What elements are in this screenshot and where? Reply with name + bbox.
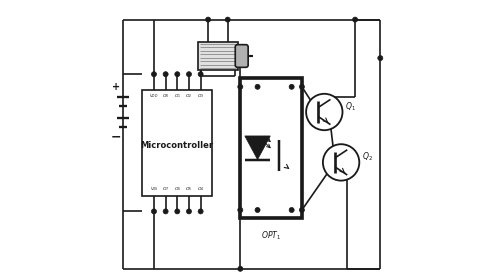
Bar [142, 90, 212, 196]
Circle shape [323, 144, 359, 181]
Circle shape [206, 17, 211, 22]
Circle shape [151, 209, 156, 214]
Circle shape [175, 72, 180, 77]
Circle shape [299, 84, 304, 89]
Circle shape [289, 207, 294, 213]
Text: $O_4$: $O_4$ [197, 186, 204, 193]
Bar [240, 78, 302, 218]
Circle shape [198, 209, 203, 214]
Text: $V_{SS}$: $V_{SS}$ [149, 186, 158, 193]
Circle shape [175, 209, 180, 214]
Circle shape [238, 84, 243, 89]
Circle shape [306, 94, 343, 130]
Circle shape [187, 209, 192, 214]
Circle shape [163, 72, 168, 77]
Text: $O_5$: $O_5$ [186, 186, 193, 193]
Text: +: + [112, 82, 120, 92]
Circle shape [187, 72, 192, 77]
Circle shape [238, 266, 243, 271]
Text: Microcontroller: Microcontroller [141, 141, 214, 150]
Text: $O_0$: $O_0$ [162, 92, 169, 100]
Polygon shape [245, 136, 270, 160]
Text: −: − [111, 131, 121, 144]
Circle shape [378, 56, 383, 61]
Circle shape [225, 17, 230, 22]
Circle shape [255, 84, 260, 89]
Text: $Q_2$: $Q_2$ [362, 151, 373, 163]
Text: $OPT_1$: $OPT_1$ [261, 230, 281, 242]
Circle shape [163, 209, 168, 214]
Text: $O_2$: $O_2$ [186, 92, 193, 100]
Circle shape [151, 72, 156, 77]
Circle shape [238, 207, 243, 213]
FancyBboxPatch shape [235, 45, 248, 67]
Circle shape [353, 17, 358, 22]
Text: $O_3$: $O_3$ [197, 92, 204, 100]
Circle shape [198, 72, 203, 77]
Text: $O_6$: $O_6$ [174, 186, 181, 193]
Bar [198, 42, 237, 70]
Circle shape [299, 207, 304, 213]
Text: $Q_1$: $Q_1$ [345, 100, 356, 113]
Circle shape [255, 207, 260, 213]
Text: $O_1$: $O_1$ [174, 92, 181, 100]
Text: $V_{DD}$: $V_{DD}$ [149, 92, 159, 100]
Text: $O_7$: $O_7$ [162, 186, 169, 193]
Circle shape [289, 84, 294, 89]
